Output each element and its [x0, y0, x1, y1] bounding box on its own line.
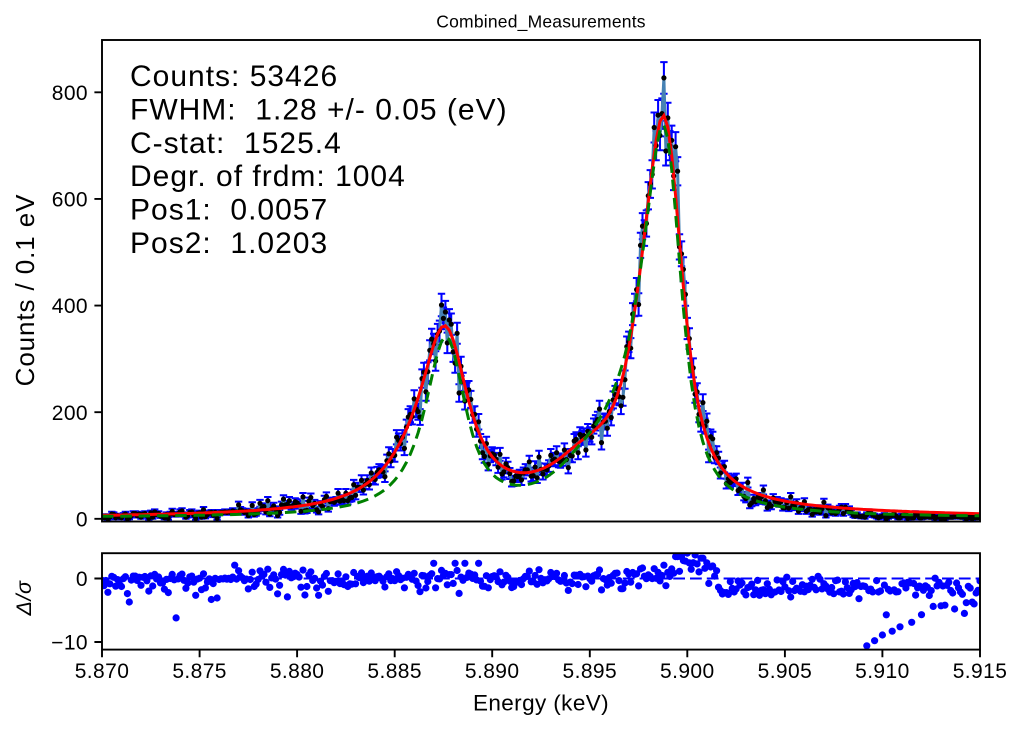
svg-text:Counts / 0.1 eV: Counts / 0.1 eV	[10, 194, 40, 387]
svg-text:400: 400	[52, 295, 88, 318]
svg-text:Energy (keV): Energy (keV)	[473, 691, 609, 716]
svg-text:5.895: 5.895	[563, 660, 618, 683]
svg-text:5.900: 5.900	[660, 660, 715, 683]
svg-text:5.885: 5.885	[367, 660, 422, 683]
svg-text:Degr. of frdm: 1004: Degr. of frdm: 1004	[130, 160, 406, 193]
svg-text:200: 200	[52, 402, 88, 425]
svg-text:Δ/σ: Δ/σ	[12, 580, 36, 616]
svg-text:5.915: 5.915	[953, 660, 1008, 683]
svg-text:Pos2: 1.0203: Pos2: 1.0203	[130, 227, 328, 260]
svg-text:800: 800	[52, 82, 88, 105]
svg-text:C-stat: 1525.4: C-stat: 1525.4	[130, 127, 342, 160]
svg-text:600: 600	[52, 189, 88, 212]
svg-text:5.870: 5.870	[75, 660, 130, 683]
svg-text:−10: −10	[51, 632, 88, 655]
svg-text:0: 0	[76, 508, 88, 531]
svg-text:5.875: 5.875	[172, 660, 227, 683]
svg-text:Combined_Measurements: Combined_Measurements	[436, 12, 645, 33]
svg-text:5.910: 5.910	[855, 660, 910, 683]
svg-text:0: 0	[76, 568, 88, 591]
svg-text:5.905: 5.905	[758, 660, 813, 683]
svg-text:5.890: 5.890	[465, 660, 520, 683]
svg-text:Pos1: 0.0057: Pos1: 0.0057	[130, 194, 328, 227]
svg-text:5.880: 5.880	[270, 660, 325, 683]
svg-text:Counts: 53426: Counts: 53426	[130, 60, 338, 93]
svg-text:FWHM: 1.28 +/- 0.05 (eV): FWHM: 1.28 +/- 0.05 (eV)	[130, 93, 508, 126]
